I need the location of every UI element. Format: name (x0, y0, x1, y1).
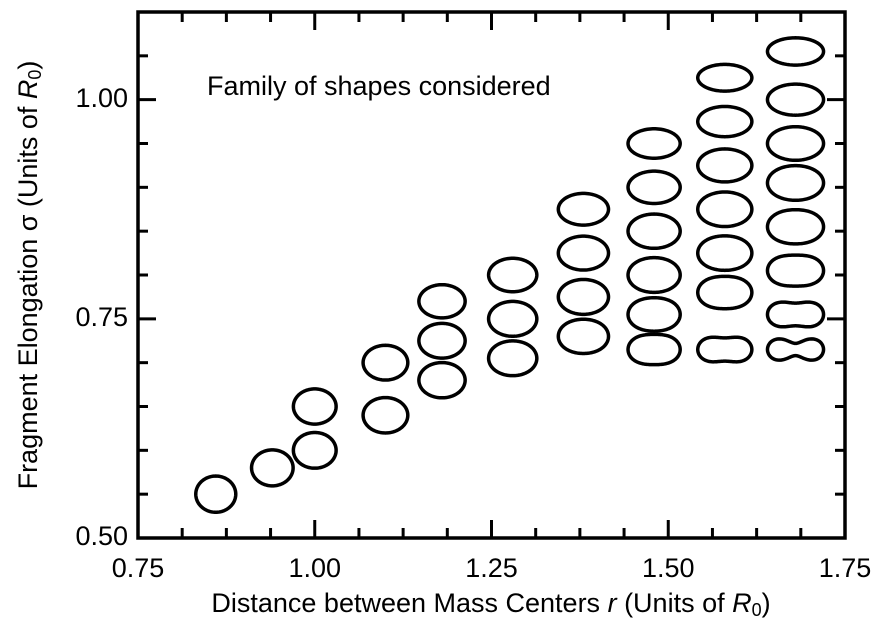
x-label-part: ) (762, 588, 771, 618)
shape-marker (361, 395, 410, 435)
x-label-part: r (608, 588, 618, 618)
x-tick-label: 1.50 (642, 553, 695, 583)
x-tick-label: 0.75 (112, 553, 165, 583)
shape-marker (765, 337, 826, 362)
y-tick-label: 1.00 (75, 83, 128, 113)
x-tick-label: 1.25 (465, 553, 518, 583)
shape-marker (626, 127, 682, 160)
shape-marker (417, 321, 467, 360)
shape-marker (765, 300, 826, 329)
shape-marker (695, 274, 754, 311)
shape-marker (556, 317, 611, 356)
shape-marker (417, 282, 467, 320)
shape-marker (556, 277, 611, 317)
annotation: Family of shapes considered (207, 71, 551, 101)
y-tick-label: 0.75 (75, 302, 128, 332)
shape-marker (486, 299, 539, 339)
shape-marker (695, 147, 754, 184)
shape-marker (556, 234, 611, 272)
shape-marker (486, 256, 539, 294)
shape-marker (626, 212, 682, 251)
y-label-part: 0 (25, 70, 45, 80)
shape-marker (695, 104, 754, 139)
shape-marker (626, 332, 682, 367)
x-tick-label: 1.75 (819, 553, 872, 583)
shape-marker (765, 207, 826, 246)
y-label-part: Fragment Elongation σ (Units of (13, 99, 43, 489)
shape-marker (626, 255, 682, 295)
shape-marker (486, 339, 539, 378)
shape-marker (695, 234, 754, 273)
shape-marker (765, 82, 826, 117)
x-tick-label: 1.00 (288, 553, 341, 583)
y-tick-label: 0.50 (75, 521, 128, 551)
y-axis-label: Fragment Elongation σ (Units of R0) (13, 61, 45, 490)
x-label-part: 0 (752, 600, 762, 620)
x-axis-label: Distance between Mass Centers r (Units o… (211, 588, 770, 620)
y-label-part: R (13, 80, 43, 100)
x-label-part: Distance between Mass Centers (211, 588, 607, 618)
shape-marker (765, 163, 826, 203)
shape-marker (765, 36, 826, 67)
shape-marker (626, 169, 682, 206)
x-label-part: R (732, 588, 752, 618)
shape-marker (765, 253, 826, 288)
shape-marker (626, 295, 682, 333)
x-label-part: (Units of (617, 588, 733, 618)
shape-marker (291, 430, 338, 470)
shape-marker (417, 360, 467, 400)
shape-marker (194, 474, 238, 515)
shape-marker (695, 62, 754, 93)
y-label-part: ) (13, 61, 43, 70)
shape-marker (556, 191, 611, 227)
shape-marker (249, 448, 295, 488)
shape-marker (695, 335, 754, 364)
shape-marker (291, 387, 338, 426)
shape-marker (361, 343, 410, 382)
shape-marker (765, 124, 826, 163)
shape-marker (695, 190, 754, 229)
